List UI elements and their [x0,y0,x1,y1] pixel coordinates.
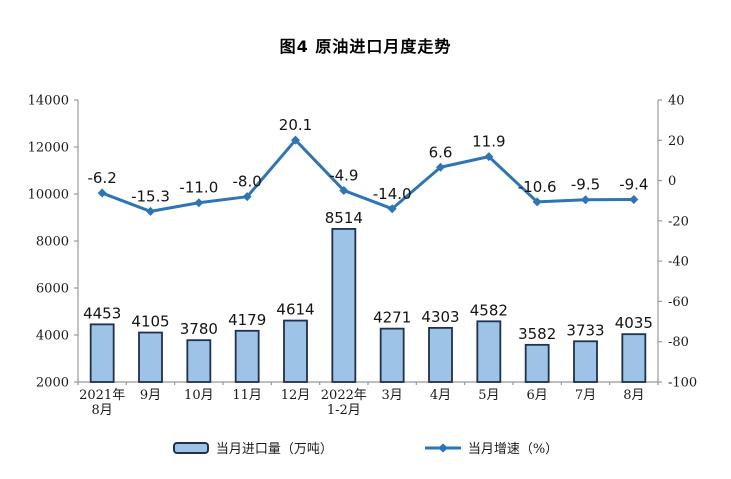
line-point-marker [436,162,445,172]
x-axis-category-label: 8月 [92,403,113,418]
bar-value-label: 8514 [325,209,363,227]
bar [186,339,212,383]
right-axis-tick-label: -100 [668,376,697,391]
x-axis-category-label: 2022年 [321,388,367,403]
right-axis-tick-label: -60 [668,295,689,310]
line-value-label: -14.0 [373,185,412,203]
bar-value-label: 3733 [566,321,604,339]
legend-item-growth: 当月增速（%） [424,438,559,457]
line-value-label: -11.0 [179,179,218,197]
bar-value-label: 4303 [421,308,459,326]
legend-item-imports: 当月进口量（万吨） [172,438,333,457]
x-axis-category-label: 5月 [478,388,499,403]
line-point-marker [194,198,204,208]
line-value-label: -9.4 [619,176,648,194]
line-value-label: -8.0 [233,173,262,191]
x-axis-category-label: 4月 [430,388,451,403]
left-axis-tick-label: 8000 [36,235,69,250]
line-point-marker [291,135,300,145]
bar [283,319,308,383]
right-axis-tick-label: -80 [668,335,689,350]
x-axis-category-label: 8月 [623,388,644,403]
line-point-marker [97,188,107,198]
line-value-label: -4.9 [329,166,358,184]
right-axis-tick-label: 40 [668,94,685,109]
right-axis-tick-label: 20 [668,134,685,149]
x-axis-category-label: 3月 [382,388,403,403]
chart-legend: 当月进口量（万吨） 当月增速（%） [0,438,731,457]
left-axis-tick-label: 10000 [28,188,69,203]
line-value-label: 11.9 [472,133,505,151]
right-axis-tick-label: -20 [668,214,689,229]
x-axis-category-label: 2021年 [79,388,125,403]
x-axis-category-label: 1-2月 [327,403,361,418]
line-point-marker [339,185,349,195]
legend-line-label: 当月增速（%） [467,442,559,457]
bar-value-label: 3582 [518,325,556,343]
bar [89,323,115,383]
left-axis-tick-label: 12000 [28,141,69,156]
bar-value-label: 4271 [373,309,411,327]
bar [138,331,163,383]
line-point-marker [581,195,590,205]
line-value-label: 6.6 [429,143,453,161]
bar [234,329,260,383]
line-value-label: -6.2 [88,169,117,187]
bar [524,343,550,383]
bar-value-label: 4105 [131,313,169,331]
bar-value-label: 4453 [83,304,121,322]
bar-value-label: 4614 [276,301,314,319]
line-point-marker [532,197,542,207]
bar [331,228,357,383]
line-series-marker-icon [424,443,461,452]
line-value-label: -9.5 [571,176,600,194]
bar-value-label: 4582 [470,301,508,319]
right-axis-tick-label: -40 [668,255,689,270]
left-axis-tick-label: 2000 [36,376,69,391]
line-value-label: -15.3 [131,187,170,205]
chart-title: 图4 原油进口月度走势 [279,37,452,56]
left-axis-tick-label: 14000 [28,94,69,109]
left-axis-tick-label: 4000 [36,329,69,344]
x-axis-category-label: 12月 [281,388,311,403]
x-axis-category-label: 11月 [232,388,262,403]
legend-line-diamond [437,443,448,452]
x-axis-category-label: 10月 [184,388,214,403]
x-axis-category-label: 7月 [575,388,596,403]
bar [379,327,405,383]
x-axis-category-label: 6月 [527,388,548,403]
bar-value-label: 4035 [615,314,653,332]
bar [476,320,502,383]
line-point-marker [146,206,155,216]
right-axis-tick-label: 0 [668,174,676,189]
x-axis-category-label: 9月 [140,388,161,403]
line-series [100,138,636,213]
line-point-marker [629,195,639,205]
bar-value-label: 3780 [180,320,218,338]
line-point-marker [484,152,494,162]
bar [621,333,647,383]
line-point-marker [387,204,397,214]
left-axis-tick-label: 6000 [36,282,69,297]
line-value-label: -10.6 [518,178,557,196]
bar-series-swatch-icon [172,441,209,454]
bar-value-label: 4179 [228,311,266,329]
bar [428,326,453,383]
legend-bar-label: 当月进口量（万吨） [215,442,333,457]
line-value-label: 20.1 [279,116,312,134]
bar [573,340,598,383]
line-point-marker [242,192,252,202]
